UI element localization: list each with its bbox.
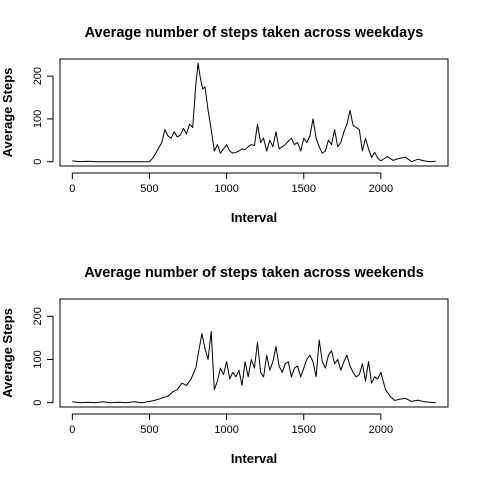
- chart-title: Average number of steps taken across wee…: [85, 25, 424, 41]
- y-tick-label: 200: [32, 307, 44, 325]
- plot-frame: [59, 58, 449, 167]
- chart-title: Average number of steps taken across wee…: [84, 265, 424, 281]
- y-tick-label: 0: [32, 400, 44, 406]
- series-line-average-steps: [72, 330, 436, 404]
- x-tick-label: 500: [140, 424, 158, 436]
- x-tick-label: 0: [69, 424, 75, 436]
- chart-panel-1: Average number of steps taken across wee…: [0, 25, 449, 225]
- x-tick-label: 1500: [292, 183, 316, 195]
- x-tick-label: 1000: [214, 424, 238, 436]
- y-tick-label: 0: [32, 159, 44, 165]
- x-axis-title: Interval: [231, 210, 277, 225]
- plot-frame: [59, 298, 449, 408]
- y-tick-label: 200: [32, 67, 44, 85]
- y-axis-title: Average Steps: [0, 68, 15, 158]
- x-tick-label: 500: [140, 183, 158, 195]
- x-tick-label: 2000: [369, 183, 393, 195]
- x-tick-label: 1500: [292, 424, 316, 436]
- y-axis-title: Average Steps: [0, 308, 15, 398]
- series-line-average-steps: [72, 62, 436, 163]
- x-tick-label: 0: [69, 183, 75, 195]
- y-tick-label: 100: [32, 350, 44, 368]
- y-tick-label: 100: [32, 110, 44, 128]
- x-tick-label: 1000: [214, 183, 238, 195]
- chart-panel-2: Average number of steps taken across wee…: [0, 265, 449, 466]
- x-axis-title: Interval: [231, 451, 277, 466]
- x-tick-label: 2000: [369, 424, 393, 436]
